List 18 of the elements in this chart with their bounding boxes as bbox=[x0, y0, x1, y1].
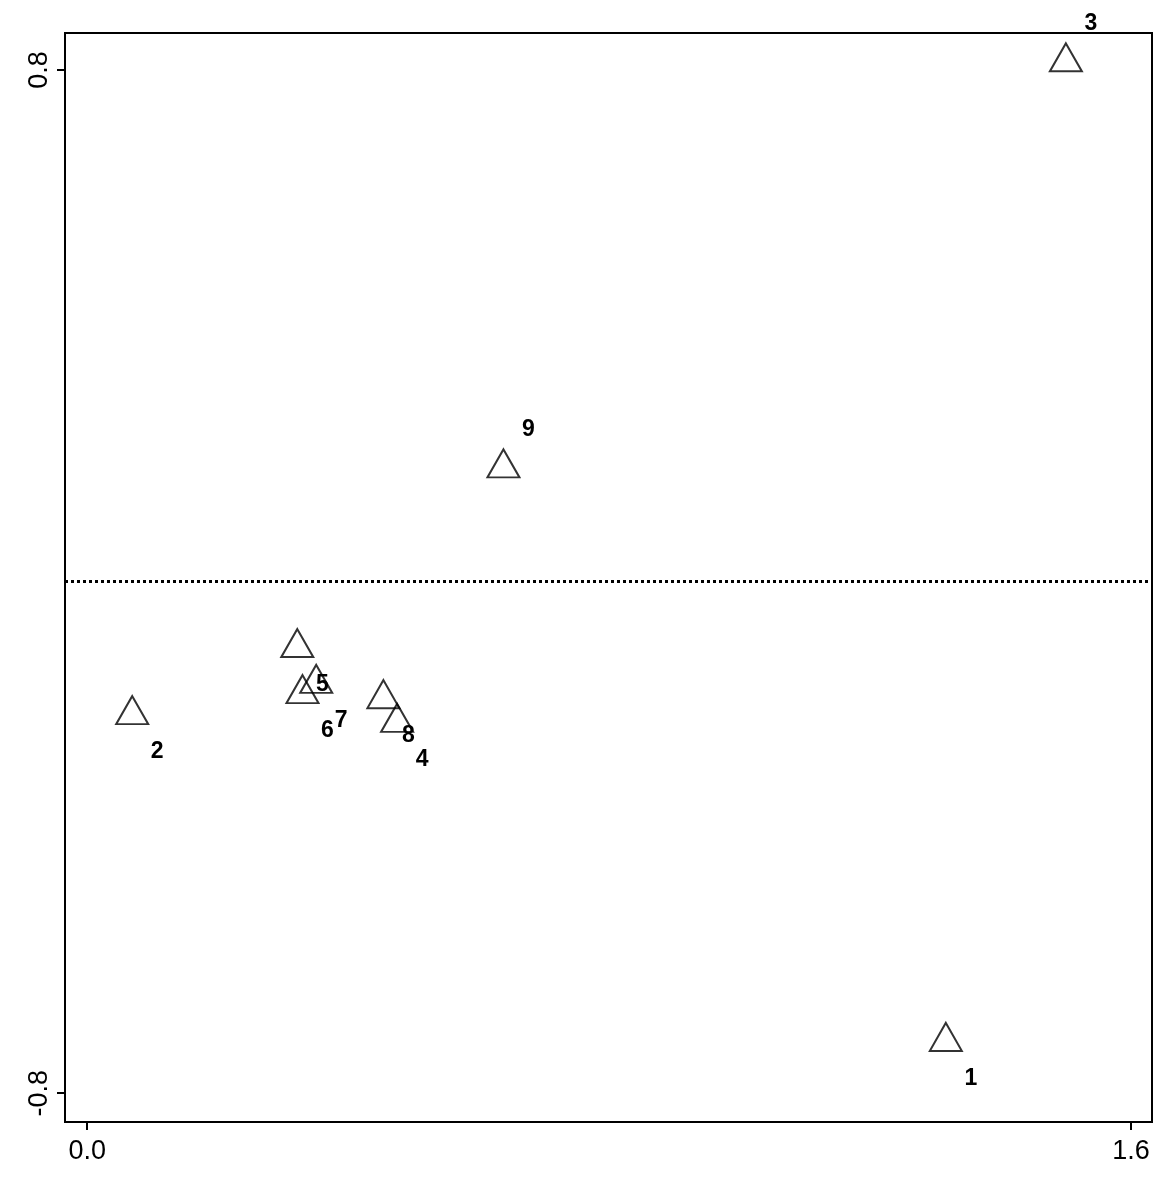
annotation: 9 bbox=[522, 415, 535, 442]
point bbox=[486, 448, 521, 479]
annotation: 2 bbox=[150, 737, 164, 764]
y-tick-label: -0.8 bbox=[22, 1069, 53, 1117]
point bbox=[366, 679, 401, 710]
annotation: 1 bbox=[964, 1063, 978, 1090]
annotation: 6 bbox=[321, 716, 334, 743]
point bbox=[115, 695, 150, 726]
annotation: 7 bbox=[334, 705, 348, 732]
annotation: 3 bbox=[1084, 9, 1098, 36]
x-tick-label: 0.0 bbox=[68, 1134, 106, 1165]
y-tick-label: 0.8 bbox=[22, 51, 53, 89]
x-tick-label: 1.6 bbox=[1112, 1134, 1150, 1165]
point bbox=[280, 628, 315, 659]
annotation: 5 bbox=[315, 670, 329, 697]
annotation: 4 bbox=[415, 744, 429, 771]
point bbox=[928, 1021, 963, 1052]
point bbox=[1048, 42, 1083, 73]
